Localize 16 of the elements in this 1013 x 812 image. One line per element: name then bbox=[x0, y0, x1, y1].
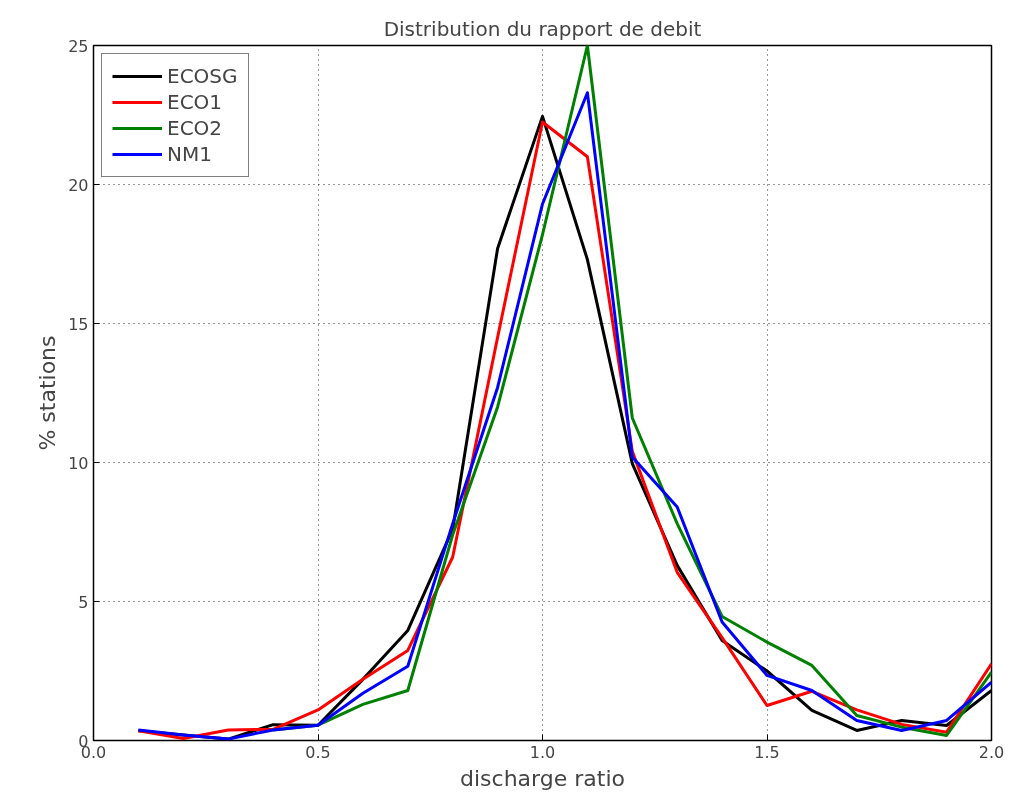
legend-label: ECO2 bbox=[167, 116, 223, 140]
x-tick-label: 2.0 bbox=[978, 742, 1005, 762]
y-tick-label: 25 bbox=[68, 36, 89, 56]
x-tick-label: 0.5 bbox=[305, 742, 331, 762]
x-axis-title: discharge ratio bbox=[460, 765, 625, 791]
legend-label: NM1 bbox=[167, 142, 212, 166]
y-tick-label: 20 bbox=[68, 175, 89, 195]
legend-label: ECO1 bbox=[167, 90, 223, 114]
y-tick-label: 15 bbox=[68, 314, 89, 334]
legend-label: ECOSG bbox=[167, 64, 238, 88]
chart-title: Distribution du rapport de debit bbox=[383, 16, 702, 41]
x-tick-label: 1.0 bbox=[529, 742, 556, 762]
y-tick-label: 10 bbox=[68, 453, 89, 473]
y-axis-title: % stations bbox=[35, 335, 61, 451]
x-tick-label: 1.5 bbox=[754, 742, 780, 762]
y-tick-label: 5 bbox=[78, 592, 89, 612]
